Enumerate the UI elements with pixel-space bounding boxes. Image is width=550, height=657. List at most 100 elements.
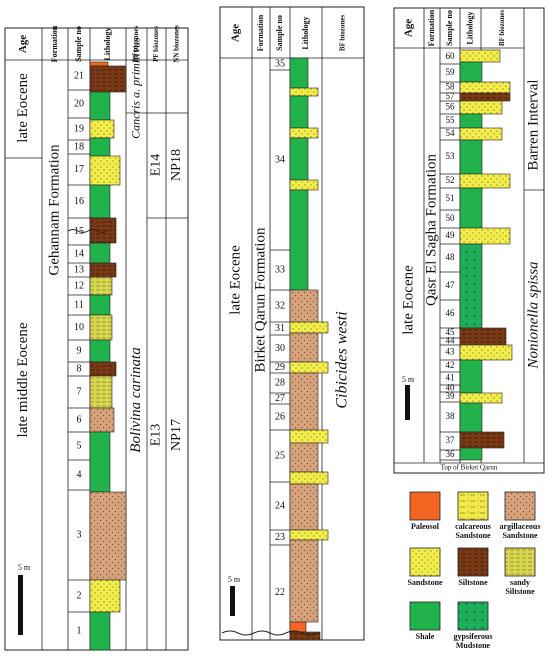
lithology-bed [89, 184, 111, 219]
lithology-bed [289, 621, 307, 633]
sample-number: 45 [446, 327, 456, 337]
header-formation: Formation [50, 25, 59, 62]
bf-nonionella: Nonionella spissa [525, 261, 541, 369]
sample-number: 1 [77, 625, 82, 636]
lithology-bed [459, 127, 503, 141]
formation-qasr-el-sagha: Qasr El Sagha Formation [423, 153, 439, 306]
lithology-bed [289, 189, 309, 291]
sample-number: 14 [74, 248, 84, 259]
sample-number: 31 [275, 323, 285, 334]
lithology-bed [89, 294, 111, 316]
sample-number: 35 [275, 58, 285, 69]
sample-number: 47 [446, 280, 456, 290]
lithology-bed [289, 179, 319, 191]
lithology-bed [89, 91, 111, 121]
sample-number: 19 [74, 123, 84, 134]
sample-number: 37 [446, 435, 456, 445]
sample-number: 49 [446, 230, 456, 240]
lithology-bed [89, 262, 117, 278]
legend-calcareous-sandstone-swatch [457, 491, 489, 521]
header-sample-no: Sample no [445, 10, 454, 46]
pf-e13: E13 [149, 424, 164, 447]
lithology-bed [89, 61, 109, 67]
lithology-bed [289, 361, 329, 374]
age-late-eocene: late Eocene [227, 245, 243, 315]
lithology-bed [289, 631, 321, 641]
legend-argillaceous-sandstone-swatch [504, 491, 536, 521]
lithology-bed [89, 155, 121, 186]
lithology-bed [289, 321, 329, 334]
sample-number: 57 [446, 91, 456, 101]
lithology-bed [89, 361, 117, 377]
lithology-bed [459, 431, 505, 449]
lithology-bed [89, 407, 115, 433]
legend-gypsiferous-mudstone-label-2: Mudstone [456, 641, 491, 650]
scale-bar [230, 586, 235, 616]
lithology-bed [459, 344, 513, 361]
lithology-bed [89, 276, 113, 296]
nn-np17: NP17 [169, 419, 184, 451]
sample-number: 38 [446, 411, 456, 421]
header-pf-biozones: PF biozones [152, 26, 160, 62]
legend-sandy-siltstone-swatch [504, 547, 536, 577]
sample-number: 8 [77, 363, 82, 374]
sample-number: 6 [77, 414, 82, 425]
header-formation: Formation [256, 14, 265, 51]
lithology-bed [459, 227, 511, 245]
sample-number: 32 [275, 300, 285, 311]
scale-bar [405, 385, 410, 420]
lithology-bed [289, 483, 319, 531]
age-late-eocene: late Eocene [15, 73, 31, 143]
lithology-bed [289, 539, 319, 623]
legend-sandy-siltstone-label-2: Siltstone [505, 587, 535, 596]
header-age: Age [230, 24, 242, 42]
lithology-bed [459, 392, 503, 404]
lithology-bed [89, 119, 115, 139]
sample-number: 17 [74, 164, 84, 175]
lithology-bed [459, 81, 511, 94]
lithology-bed [459, 327, 507, 346]
legend-paleosol-label: Paleosol [411, 522, 440, 531]
sample-number: 44 [446, 336, 456, 346]
lithology-bed [89, 579, 121, 613]
lithology-bed [459, 359, 483, 394]
lithology-bed [459, 173, 511, 189]
pf-e14: E14 [149, 154, 164, 177]
age-late-eocene: late Eocene [400, 265, 416, 335]
sample-number: 26 [275, 411, 285, 422]
sample-number: 43 [446, 347, 456, 357]
lithology-bed [289, 442, 319, 473]
sample-number: 4 [77, 469, 82, 480]
bf-barren-interval: Barren Interval [525, 79, 541, 170]
sample-number: 42 [446, 360, 455, 370]
lithology-bed [289, 137, 309, 181]
header-bf-biozones: BF biozones [498, 10, 506, 46]
sample-number: 11 [74, 299, 84, 310]
footer-top-birket-qarun: Top of Birket Qarun [441, 464, 498, 472]
lithology-bed [89, 375, 113, 409]
header-formation: Formation [427, 9, 436, 46]
legend-gypsiferous-mudstone-label-1: gypsiferous [454, 632, 493, 641]
header-sample-no: Sample no [275, 15, 284, 51]
header-lithology: Lithology [301, 17, 310, 50]
sample-number: 22 [275, 587, 285, 598]
sample-number: 21 [74, 70, 84, 81]
bf-cibicides: Cibicides westi [334, 311, 351, 408]
lithology-bed [459, 402, 483, 433]
legend-argillaceous-sandstone-label-1: argillaceous [500, 522, 541, 531]
sample-number: 3 [77, 529, 82, 540]
lithology-bed [89, 431, 111, 493]
lithology-bed [289, 57, 309, 89]
sample-number: 28 [275, 377, 285, 388]
sample-number: 16 [74, 196, 84, 207]
lithology-bed [289, 471, 329, 485]
sample-number: 23 [275, 532, 285, 543]
scale-label: 5 m [18, 563, 31, 572]
legend-siltstone-label: Siltstone [458, 578, 488, 587]
sample-number: 30 [275, 343, 285, 354]
legend-siltstone-swatch [457, 547, 489, 577]
lithology-bed [89, 339, 111, 363]
header-bf-biozones: BF biozones [132, 26, 140, 62]
legend-argillaceous-sandstone-label-2: Sandstone [502, 531, 538, 540]
